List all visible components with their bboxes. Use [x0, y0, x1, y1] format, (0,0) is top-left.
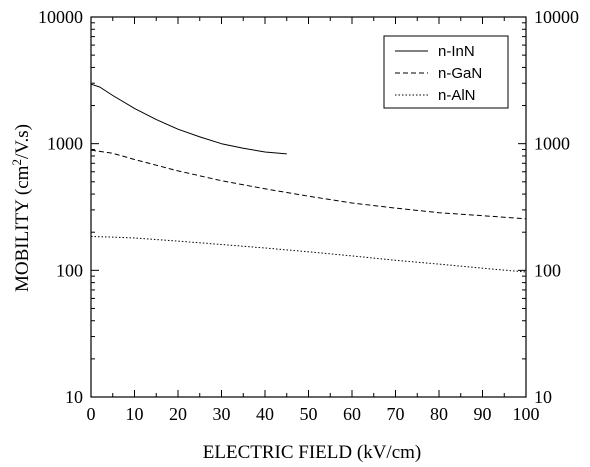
legend-label-n-aln: n-AlN [438, 87, 476, 104]
y-axis-title: MOBILITY (cm2/V.s) [9, 124, 33, 292]
series-lines [90, 83, 527, 273]
x-tick-label: 10 [126, 404, 144, 424]
legend-label-n-gan: n-GaN [438, 65, 482, 82]
x-tick-label: 30 [213, 404, 231, 424]
y-tick-label-left: 10000 [38, 7, 83, 27]
x-tick-label: 90 [474, 404, 492, 424]
legend-box [383, 35, 509, 109]
series-line-n-gan [90, 149, 527, 220]
y-axis-title-main: MOBILITY (cm [12, 165, 33, 292]
x-tick-label: 100 [513, 404, 540, 424]
y-tick-label-left: 100 [56, 260, 83, 280]
x-tick-label: 80 [430, 404, 448, 424]
y-tick-label-left: 1000 [47, 134, 83, 154]
x-tick-label: 50 [300, 404, 318, 424]
x-tick-label: 40 [256, 404, 274, 424]
series-line-n-inn [90, 83, 287, 155]
y-axis-title-superscript: 2 [9, 159, 24, 166]
x-tick-label: 20 [169, 404, 187, 424]
y-tick-label-right: 10 [534, 387, 552, 407]
legend-label-n-inn: n-InN [438, 43, 475, 60]
x-tick-label: 70 [387, 404, 405, 424]
x-axis-title: ELECTRIC FIELD (kV/cm) [203, 442, 421, 463]
y-tick-label-left: 10 [65, 387, 83, 407]
y-tick-label-right: 10000 [534, 7, 579, 27]
x-tick-label: 60 [343, 404, 361, 424]
series-line-n-aln [90, 236, 527, 273]
y-tick-label-right: 1000 [534, 134, 570, 154]
legend: n-InN n-GaN n-AlN [383, 35, 509, 109]
y-tick-label-right: 100 [534, 260, 561, 280]
x-tick-label: 0 [87, 404, 96, 424]
y-axis-title-unit: /V.s) [12, 124, 33, 159]
